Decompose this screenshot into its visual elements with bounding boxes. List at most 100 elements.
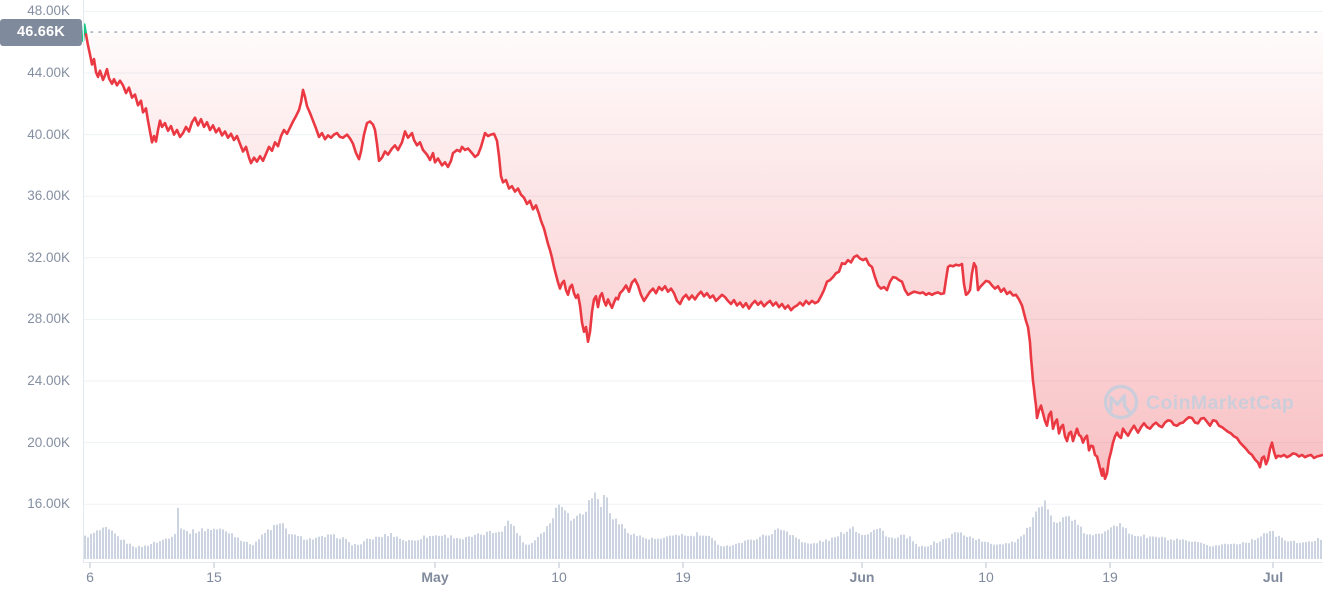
watermark-text: CoinMarketCap — [1146, 392, 1294, 414]
volume-bar — [522, 542, 524, 559]
volume-bar — [537, 536, 539, 559]
volume-bar — [1047, 509, 1049, 559]
volume-bar — [1293, 540, 1295, 559]
volume-bar — [339, 538, 341, 559]
volume-bar — [1206, 545, 1208, 559]
volume-bar — [399, 538, 401, 559]
volume-bars — [84, 492, 1322, 559]
volume-bar — [579, 513, 581, 559]
volume-bar — [642, 537, 644, 559]
volume-bar — [297, 535, 299, 559]
volume-bar — [765, 535, 767, 559]
volume-bar — [1044, 500, 1046, 559]
volume-bar — [867, 534, 869, 559]
volume-bar — [249, 544, 251, 559]
volume-bar — [909, 536, 911, 559]
volume-bar — [1059, 521, 1061, 559]
volume-bar — [498, 531, 500, 559]
volume-bar — [282, 523, 284, 559]
volume-bar — [1209, 546, 1211, 559]
volume-bar — [972, 538, 974, 559]
price-line-red — [84, 33, 1323, 481]
volume-bar — [828, 540, 830, 559]
volume-bar — [291, 534, 293, 559]
volume-bar — [1149, 536, 1151, 559]
volume-bar — [363, 541, 365, 559]
volume-bar — [1125, 528, 1127, 559]
volume-bar — [1254, 539, 1256, 559]
axes — [83, 0, 1323, 568]
volume-bar — [258, 539, 260, 559]
volume-bar — [216, 529, 218, 559]
volume-bar — [945, 538, 947, 559]
volume-bar — [1071, 520, 1073, 559]
y-axis-label: 32.00K — [27, 249, 70, 265]
volume-bar — [855, 531, 857, 559]
volume-bar — [876, 529, 878, 559]
volume-bar — [555, 507, 557, 559]
volume-bar — [1275, 536, 1277, 559]
volume-bar — [441, 535, 443, 559]
volume-bar — [915, 543, 917, 559]
volume-bar — [1236, 544, 1238, 559]
volume-bar — [312, 539, 314, 559]
volume-bar — [732, 545, 734, 559]
volume-bar — [348, 541, 350, 559]
volume-bar — [1239, 544, 1241, 559]
volume-bar — [354, 543, 356, 559]
price-area-fill — [83, 32, 1323, 479]
volume-bar — [978, 538, 980, 559]
volume-bar — [267, 529, 269, 559]
volume-bar — [993, 544, 995, 559]
volume-bar — [1002, 544, 1004, 559]
volume-bar — [471, 536, 473, 559]
y-axis-label: 36.00K — [27, 188, 70, 204]
y-axis-label: 44.00K — [27, 65, 70, 80]
volume-bar — [429, 535, 431, 559]
volume-bar — [1269, 531, 1271, 559]
volume-bar — [573, 518, 575, 559]
volume-bar — [444, 534, 446, 559]
volume-bar — [450, 535, 452, 559]
volume-bar — [1029, 526, 1031, 559]
y-axis-label: 20.00K — [27, 434, 70, 450]
volume-bar — [912, 541, 914, 559]
volume-bar — [1290, 541, 1292, 559]
volume-bar — [1107, 529, 1109, 559]
volume-bar — [1161, 536, 1163, 559]
volume-bar — [549, 523, 551, 559]
volume-bar — [357, 544, 359, 559]
volume-bar — [1248, 542, 1250, 559]
volume-bar — [687, 536, 689, 559]
volume-bar — [489, 530, 491, 559]
volume-bar — [600, 506, 602, 559]
volume-bar — [96, 530, 98, 559]
volume-bar — [897, 537, 899, 559]
volume-bar — [483, 535, 485, 559]
volume-bar — [336, 538, 338, 559]
volume-bar — [987, 542, 989, 559]
volume-bar — [1035, 511, 1037, 559]
volume-bar — [1041, 506, 1043, 559]
volume-bar — [411, 540, 413, 559]
volume-bar — [735, 543, 737, 559]
volume-bar — [645, 538, 647, 559]
volume-bar — [627, 533, 629, 559]
volume-bar — [144, 545, 146, 559]
volume-bar — [690, 535, 692, 559]
volume-bar — [741, 542, 743, 559]
volume-bar — [360, 544, 362, 559]
volume-bar — [813, 543, 815, 559]
volume-bar — [606, 497, 608, 559]
volume-bar — [405, 541, 407, 559]
volume-bar — [1308, 541, 1310, 559]
volume-bar — [729, 546, 731, 559]
volume-bar — [780, 529, 782, 559]
volume-bar — [750, 539, 752, 559]
volume-bar — [186, 530, 188, 559]
volume-bar — [1260, 536, 1262, 559]
volume-bar — [300, 536, 302, 559]
volume-bar — [120, 539, 122, 559]
volume-bar — [903, 534, 905, 559]
